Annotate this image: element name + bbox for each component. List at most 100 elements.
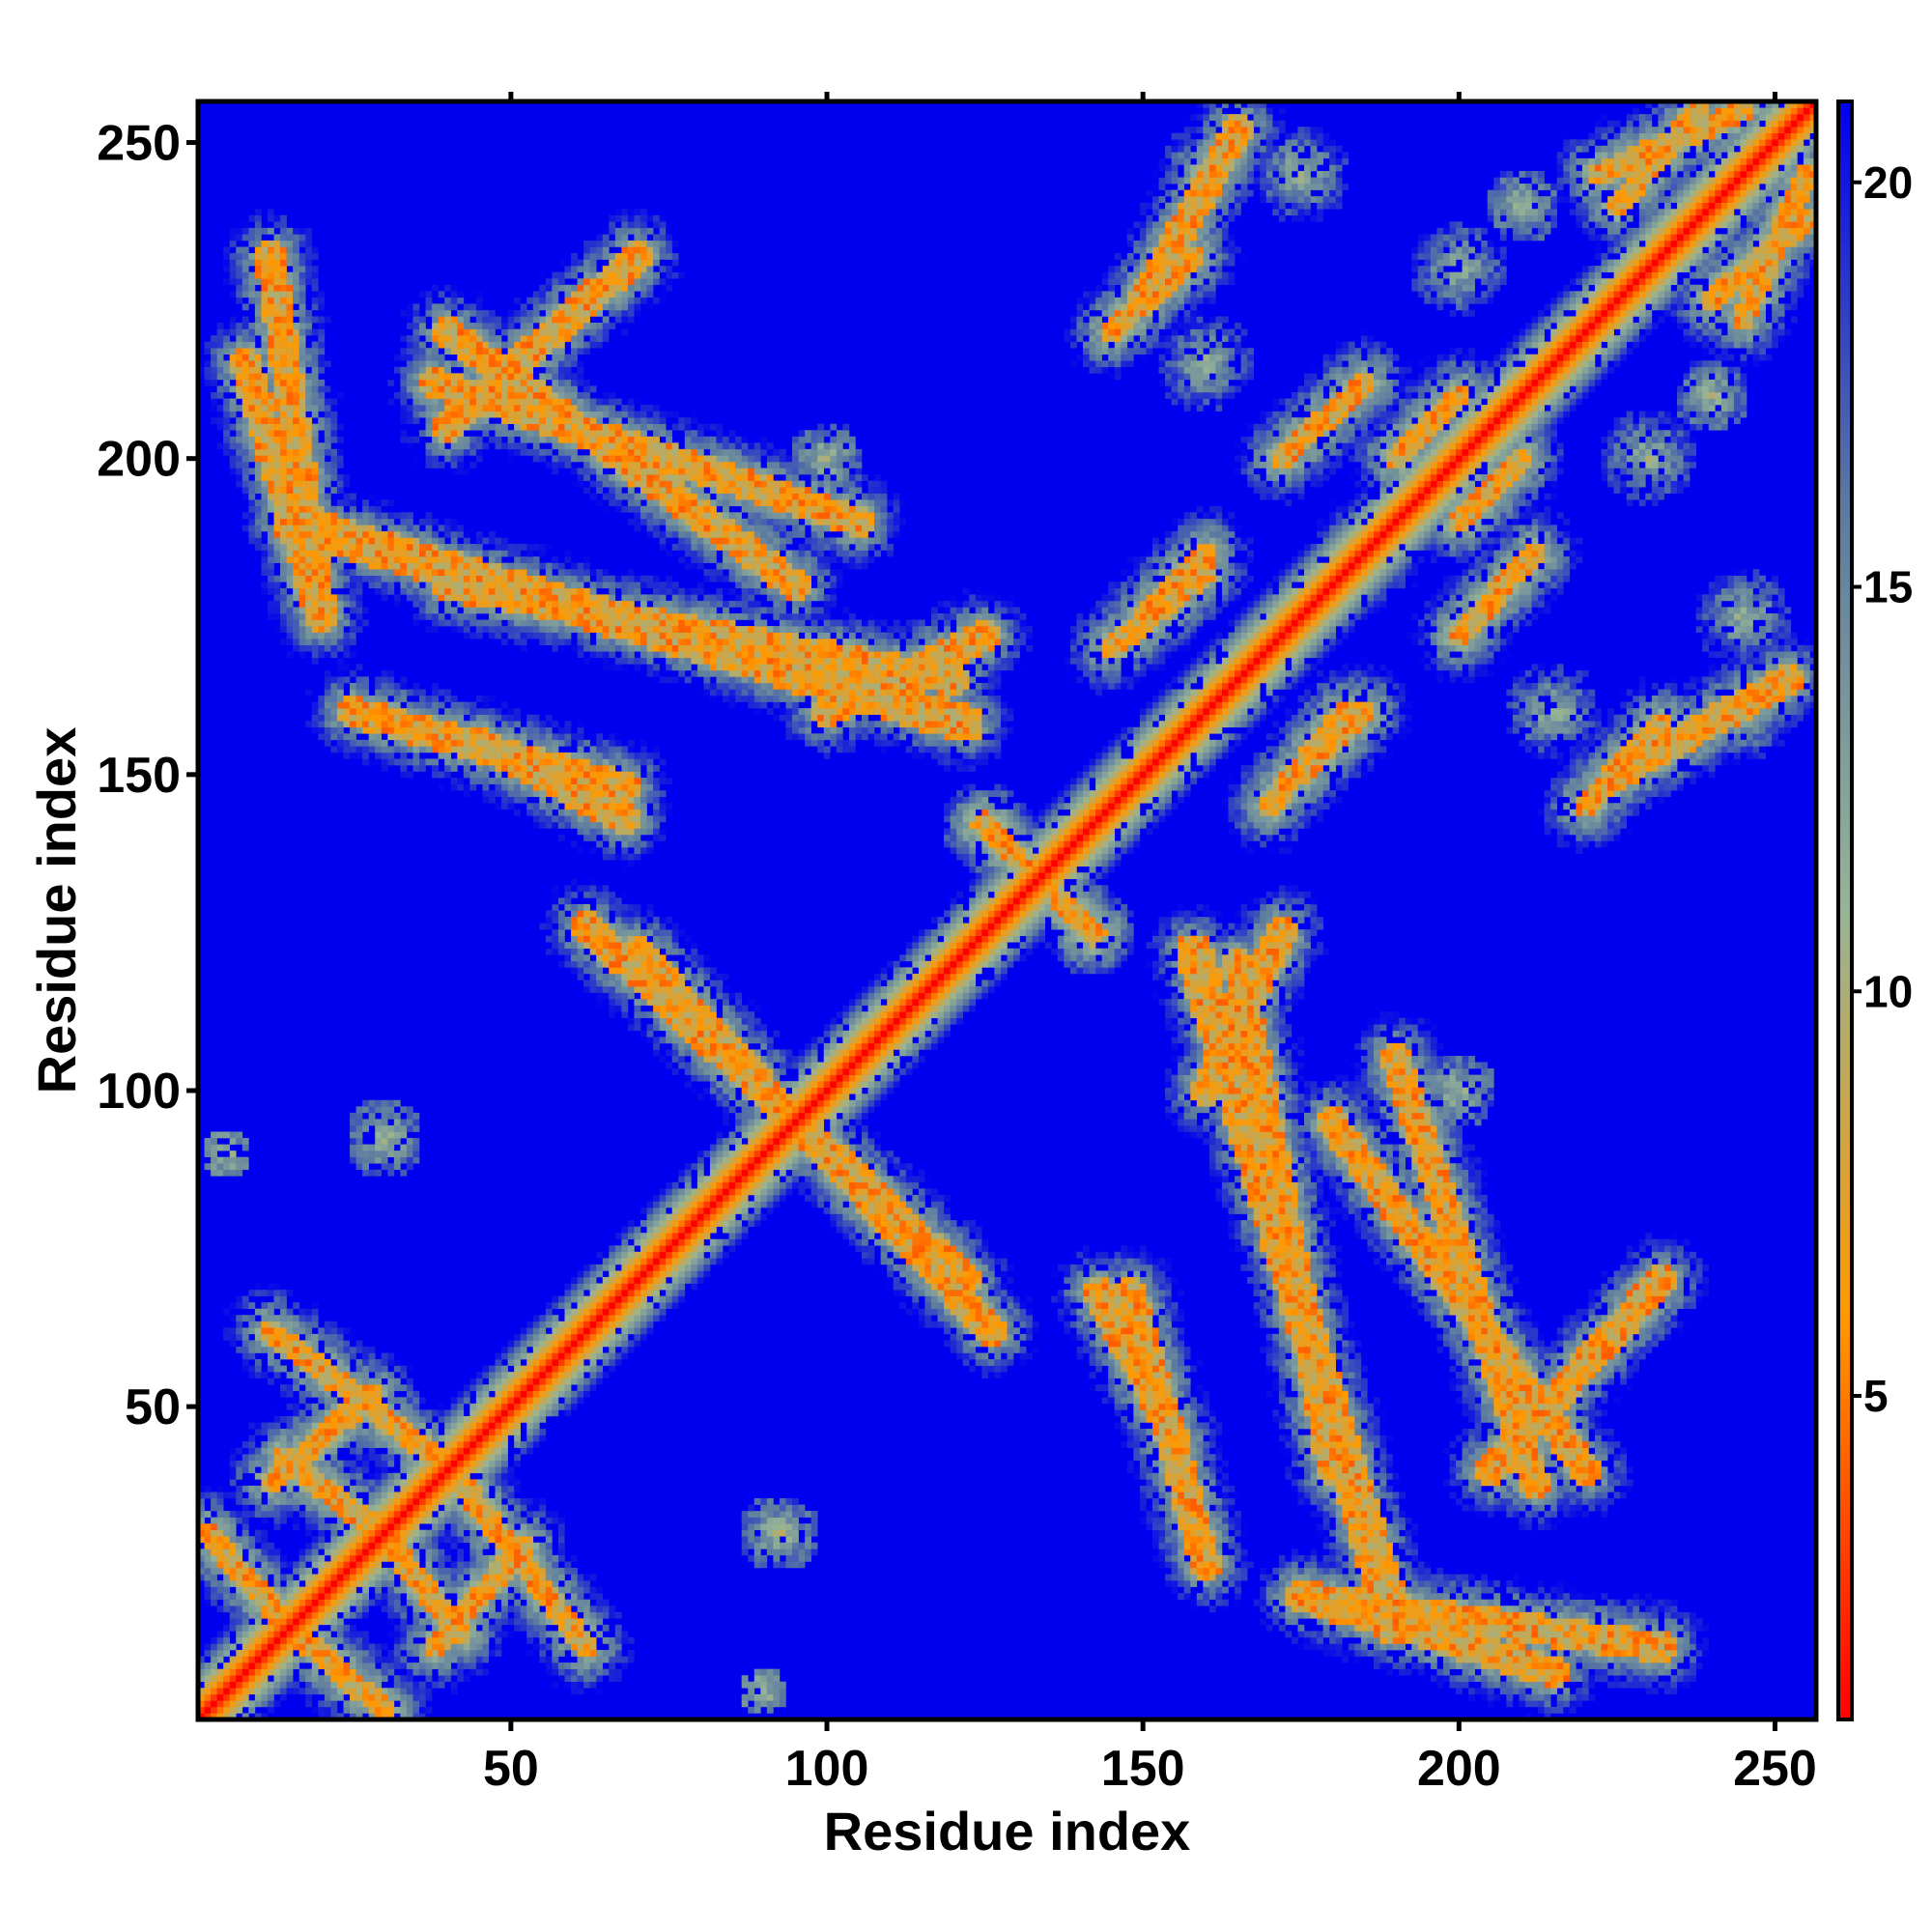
heatmap-cell [1317,1530,1323,1537]
heatmap-cell [274,1454,281,1461]
heatmap-cell [615,1643,622,1650]
heatmap-cell [419,1587,426,1594]
heatmap-cell [223,1643,230,1650]
heatmap-cell [412,1435,419,1442]
heatmap-cell [1197,1486,1204,1492]
heatmap-cell [1532,1688,1539,1694]
heatmap-cell [1557,1486,1564,1492]
heatmap-cell [1399,1536,1406,1543]
heatmap-cell [1545,1600,1551,1606]
heatmap-cell [280,1555,287,1562]
heatmap-cell [400,1441,407,1448]
heatmap-cell [1468,1612,1475,1619]
heatmap-cell [469,1441,476,1448]
heatmap-cell [1684,1643,1690,1650]
heatmap-cell [469,1568,476,1575]
heatmap-cell [1329,1587,1336,1594]
heatmap-cell [476,1643,483,1650]
heatmap-cell [369,1600,376,1606]
heatmap-cell [501,1473,508,1480]
heatmap-cell [1165,1575,1172,1581]
heatmap-cell [760,1694,767,1701]
heatmap-cell [261,1536,268,1543]
heatmap-cell [1563,1441,1570,1448]
heatmap-cell [248,1555,255,1562]
heatmap-cell [375,1580,382,1587]
heatmap-cell [318,1498,325,1505]
heatmap-cell [1354,1479,1361,1486]
heatmap-cell [1468,1593,1475,1600]
heatmap-cell [1374,1637,1380,1644]
heatmap-cell [350,1461,356,1467]
heatmap-cell [337,1429,344,1435]
heatmap-cell [496,1523,502,1530]
heatmap-cell [1450,1637,1457,1644]
heatmap-cell [350,1498,356,1505]
heatmap-cell [1374,1523,1380,1530]
heatmap-cell [426,1530,433,1537]
heatmap-cell [558,1575,565,1581]
heatmap-cell [274,1675,281,1682]
heatmap-cell [274,1580,281,1587]
heatmap-cell [1538,1643,1545,1650]
heatmap-cell [1354,1555,1361,1562]
heatmap-cell [362,1518,369,1524]
heatmap-cell [1380,1543,1387,1549]
heatmap-cell [305,1657,312,1663]
heatmap-cell [230,1600,237,1606]
heatmap-cell [1178,1466,1184,1473]
heatmap-cell [305,1618,312,1625]
heatmap-cell [1411,1643,1418,1650]
heatmap-cell [362,1612,369,1619]
heatmap-cell [369,1492,376,1498]
heatmap-cell [407,1530,413,1537]
heatmap-cell [1450,1682,1457,1689]
heatmap-cell [1329,1422,1336,1429]
heatmap-cell [1652,1605,1659,1612]
heatmap-cell [508,1422,515,1429]
heatmap-cell [350,1448,356,1455]
heatmap-cell [337,1694,344,1701]
heatmap-cell [1595,1657,1602,1663]
heatmap-cell [1481,1675,1488,1682]
heatmap-cell [287,1435,294,1442]
heatmap-cell [1602,1618,1608,1625]
heatmap-cell [1525,1454,1532,1461]
heatmap-cell [1645,1675,1652,1682]
heatmap-cell [1550,1675,1557,1682]
heatmap-cell [382,1536,388,1543]
heatmap-cell [1354,1536,1361,1543]
heatmap-cell [1140,1448,1147,1455]
heatmap-cell [1411,1530,1418,1537]
heatmap-cell [508,1605,515,1612]
heatmap-cell [236,1448,242,1455]
heatmap-cell [1342,1536,1349,1543]
heatmap-cell [1443,1643,1450,1650]
heatmap-cell [1406,1511,1412,1518]
heatmap-cell [248,1700,255,1707]
heatmap-cell [305,1511,312,1518]
heatmap-cell [1393,1675,1400,1682]
heatmap-cell [343,1536,350,1543]
heatmap-cell [1532,1637,1539,1644]
heatmap-cell [248,1637,255,1644]
heatmap-cell [394,1707,401,1714]
heatmap-cell [400,1498,407,1505]
heatmap-cell [1165,1492,1172,1498]
heatmap-cell [1690,1669,1696,1676]
heatmap-cell [312,1435,319,1442]
heatmap-cell [596,1593,603,1600]
heatmap-cell [496,1561,502,1568]
heatmap-cell [419,1593,426,1600]
heatmap-cell [432,1536,439,1543]
heatmap-cell [369,1530,376,1537]
heatmap-cell [412,1511,419,1518]
heatmap-cell [1235,1600,1241,1606]
heatmap-cell [1304,1593,1311,1600]
heatmap-cell [223,1543,230,1549]
heatmap-cell [514,1561,521,1568]
heatmap-cell [412,1498,419,1505]
heatmap-cell [343,1473,350,1480]
heatmap-cell [1260,1575,1266,1581]
heatmap-cell [533,1575,540,1581]
